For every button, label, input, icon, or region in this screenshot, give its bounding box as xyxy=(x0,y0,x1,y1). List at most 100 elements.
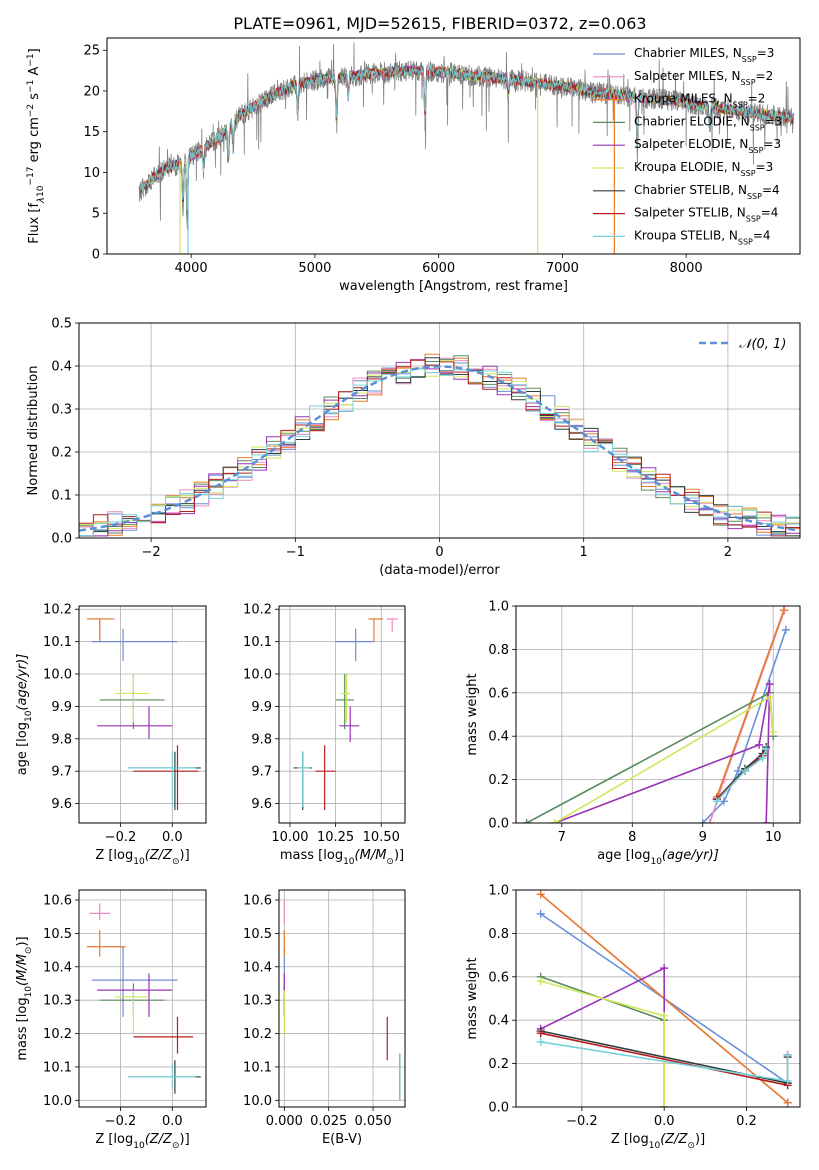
weight_vs_Z-ylabel: mass weight xyxy=(465,957,480,1039)
weight_vs_Z-ytick-label: 0.2 xyxy=(488,1057,509,1072)
legend-label-main: Kroupa ELODIE, N xyxy=(634,160,741,174)
spectrum-ytick-label: 25 xyxy=(83,44,100,59)
legend-label-chabrier_miles: Chabrier MILES, NSSP=3 xyxy=(634,46,774,64)
residuals-plot-area xyxy=(79,353,800,537)
weight_vs_Z-plot-area xyxy=(536,890,792,1107)
weight-line-salpeter_elodie xyxy=(554,683,771,823)
age_vs_Z-ylabel-part: (age/yr)] xyxy=(15,654,30,711)
age_vs_mass-ytick-label: 9.8 xyxy=(251,732,272,747)
spectrum-xtick-label: 8000 xyxy=(670,261,703,276)
age_vs_Z-frame xyxy=(78,605,207,824)
weight-marker-kroupa_miles xyxy=(536,890,545,899)
age_vs_mass-xlabel: mass [log10(M/M⊙)] xyxy=(280,848,404,867)
legend-label-sub: SSP xyxy=(748,146,763,155)
legend-label-sub: SSP xyxy=(746,214,761,223)
weight-marker-salpeter_elodie xyxy=(762,819,771,823)
weight-marker-kroupa_elodie xyxy=(765,693,774,702)
mass_vs_Z-xlabel-part: )] xyxy=(180,1132,190,1147)
mass_vs_Z-frame xyxy=(78,889,207,1108)
mass_vs_ebv-ytick-label: 10.3 xyxy=(243,994,272,1009)
weight-marker-kroupa_elodie xyxy=(660,1011,669,1020)
age_vs_mass-ytick-label: 9.9 xyxy=(251,700,272,715)
mass_vs_Z-ytick-label: 10.2 xyxy=(43,1027,72,1042)
mass_vs_Z-ylabel-part: ⊙ xyxy=(24,947,34,955)
legend-label-main: Kroupa STELIB, N xyxy=(634,228,738,242)
mass_vs_ebv-plot-area xyxy=(283,900,401,1101)
legend-label-chabrier_stelib: Chabrier STELIB, NSSP=4 xyxy=(634,183,780,201)
legend-label-tail: =4 xyxy=(761,206,779,220)
age_vs_Z-xlabel-part: (Z/Z xyxy=(145,848,173,863)
spectrum-ylabel-part: −17 xyxy=(26,167,36,186)
weight-marker-chabrier_miles xyxy=(781,625,790,634)
mass_vs_Z-ytick-label: 10.5 xyxy=(43,927,72,942)
weight_vs_age-ytick-label: 0.8 xyxy=(488,643,509,658)
weight-marker-kroupa_elodie xyxy=(536,977,545,986)
weight_vs_age-xtick-label: 7 xyxy=(558,830,566,845)
weight-marker-kroupa_elodie xyxy=(660,1103,669,1107)
age_vs_Z-ylabel-part: 10 xyxy=(24,710,34,722)
weight-marker-salpeter_elodie xyxy=(765,680,774,689)
legend-label-tail: =2 xyxy=(756,69,774,83)
mass_vs_Z-xtick-label: 0.0 xyxy=(162,1114,183,1129)
weight_vs_Z-xlabel-part: Z [log xyxy=(611,1132,649,1147)
age_vs_mass-ytick-label: 10.2 xyxy=(243,603,272,618)
weight_vs_Z-ytick-label: 1.0 xyxy=(488,884,509,899)
age_vs_mass-xtick-label: 10.25 xyxy=(317,830,354,845)
weight_vs_Z-xlabel-part: (Z/Z xyxy=(660,1132,688,1147)
residuals-ytick-label: 0.4 xyxy=(51,360,72,375)
weight-marker-kroupa_stelib xyxy=(758,753,767,762)
weight_vs_Z-xtick-label: 0.0 xyxy=(654,1114,675,1129)
spectrum-ytick-label: 15 xyxy=(83,125,100,140)
mass_vs_Z-ytick-label: 10.3 xyxy=(43,994,72,1009)
age_vs_Z-ytick-label: 9.7 xyxy=(51,765,72,780)
mass_vs_ebv-xlabel: E(B-V) xyxy=(322,1132,362,1147)
residuals-ytick-label: 0.0 xyxy=(51,532,72,547)
age_vs_mass-xlabel-part: ⊙ xyxy=(386,857,394,867)
age_vs_mass-xlabel-part: (M/M xyxy=(355,848,387,863)
legend-label-tail: =4 xyxy=(753,228,771,242)
weight_vs_Z-frame xyxy=(515,889,801,1108)
spectrum-ylabel-part: erg cm xyxy=(27,117,42,166)
legend-label-tail: =4 xyxy=(762,183,780,197)
legend-label-main: Chabrier ELODIE, N xyxy=(634,114,750,128)
mass_vs_Z-plot-area xyxy=(86,903,201,1094)
residuals-xtick-label: −1 xyxy=(286,545,305,560)
age_vs_mass-xlabel-part: 10 xyxy=(343,857,355,867)
weight_vs_Z-xtick-label: 0.2 xyxy=(736,1114,757,1129)
weight_vs_age-frame xyxy=(515,605,801,824)
weight_vs_Z-ytick-label: 0.0 xyxy=(488,1101,509,1116)
spectrum-xtick-label: 5000 xyxy=(298,261,331,276)
weight_vs_age-plot-area xyxy=(522,606,790,823)
spectrum-ylabel-part: Flux [f xyxy=(27,203,42,244)
mass_vs_Z-xlabel: Z [log10(Z/Z⊙)] xyxy=(95,1132,189,1151)
age_vs_mass-xlabel-part: )] xyxy=(394,848,404,863)
mass_vs_Z-ytick-label: 10.0 xyxy=(43,1094,72,1109)
legend-label-kroupa_stelib: Kroupa STELIB, NSSP=4 xyxy=(634,228,771,246)
mass_vs_Z-xlabel-part: 10 xyxy=(133,1141,145,1151)
weight-marker-kroupa_stelib xyxy=(741,766,750,775)
age_vs_Z-xtick-label: 0.0 xyxy=(162,830,183,845)
mass_vs_Z-ytick-label: 10.4 xyxy=(43,960,72,975)
weight-marker-kroupa_miles xyxy=(779,606,788,615)
legend-label-salpeter_miles: Salpeter MILES, NSSP=2 xyxy=(634,69,773,87)
age_vs_Z-xlabel-part: 10 xyxy=(133,857,145,867)
spectrum-ylabel-part: −2 xyxy=(26,104,36,117)
age_vs_Z-xlabel-part: ⊙ xyxy=(172,857,180,867)
mass_vs_Z-ytick-label: 10.6 xyxy=(43,894,72,909)
weight-marker-salpeter_stelib xyxy=(536,1029,545,1038)
spectrum-ytick-label: 20 xyxy=(83,84,100,99)
age_vs_mass-frame xyxy=(278,605,406,824)
mass_vs_ebv-ytick-label: 10.2 xyxy=(243,1027,272,1042)
weight_vs_Z-xlabel-part: )] xyxy=(695,1132,705,1147)
age_vs_mass-xlabel-part: mass [log xyxy=(280,848,343,863)
residuals-xtick-label: 2 xyxy=(724,545,732,560)
spectrum-ylabel-part: λ xyxy=(36,197,47,204)
mass_vs_ebv-axes: 0.000 0.025 0.050 10.0 10.1 10.2 10.3 10.4 10.5 1… xyxy=(243,890,405,1129)
weight_vs_Z-ytick-label: 0.4 xyxy=(488,1014,509,1029)
mass_vs_Z-xtick-label: −0.2 xyxy=(105,1114,137,1129)
weight_vs_age-ytick-label: 0.4 xyxy=(488,730,509,745)
legend-label-sub: SSP xyxy=(747,191,762,200)
spectrum-ylabel-part: s xyxy=(27,93,42,104)
weight_vs_age-xtick-label: 8 xyxy=(628,830,636,845)
